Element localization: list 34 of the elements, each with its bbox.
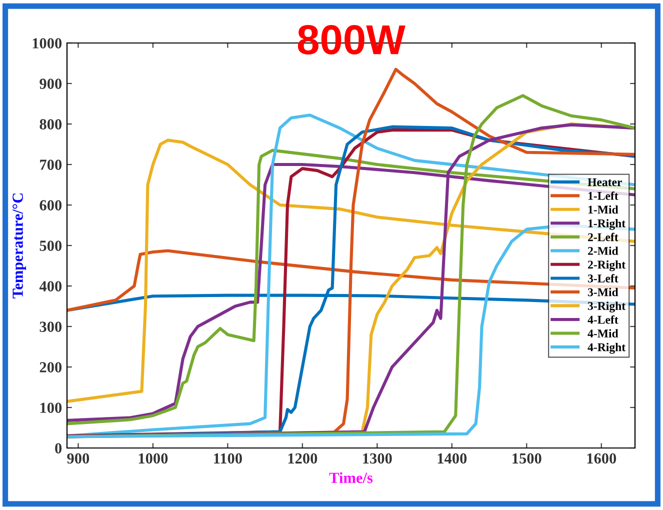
x-tick-label: 1600 <box>587 453 616 464</box>
x-tick-label: 1200 <box>288 453 318 464</box>
legend-label: 2-Left <box>588 232 618 242</box>
x-tick-label: 1300 <box>363 453 392 464</box>
x-tick-label: 900 <box>67 453 90 464</box>
legend-label: Heater <box>588 178 622 186</box>
y-tick-label: 400 <box>39 281 62 292</box>
legend-label: 3-Mid <box>588 288 618 296</box>
y-tick-label: 600 <box>40 200 62 210</box>
legend-label: 2-Right <box>588 260 626 272</box>
legend-label: 1-Right <box>588 219 626 230</box>
y-tick-label: 1000 <box>32 38 62 48</box>
x-tick-label: 1000 <box>138 453 168 464</box>
legend-label: 4-Left <box>588 315 618 324</box>
x-tick-label: 1400 <box>438 453 467 464</box>
y-axis-title: Temperature/°C <box>12 194 26 298</box>
y-tick-label: 900 <box>40 78 62 89</box>
x-axis-title: Time/s <box>329 472 373 484</box>
y-tick-label: 300 <box>40 322 62 332</box>
y-tick-label: 100 <box>40 402 62 413</box>
legend-label: 3-Left <box>588 274 618 282</box>
legend-label: 3-Right <box>588 302 626 312</box>
y-tick-label: 0 <box>55 443 62 454</box>
legend-label: 4-Mid <box>588 329 618 338</box>
legend-label: 4-Right <box>588 342 626 354</box>
y-tick-label: 700 <box>40 160 62 170</box>
x-tick-label: 1100 <box>214 453 242 464</box>
legend-label: 2-Mid <box>588 246 618 255</box>
legend-label: 1-Mid <box>588 205 618 214</box>
legend-label: 1-Left <box>588 191 618 200</box>
y-tick-label: 200 <box>40 362 62 372</box>
x-tick-label: 1500 <box>512 453 542 464</box>
y-tick-label: 800 <box>40 119 62 130</box>
y-tick-label: 500 <box>40 240 62 251</box>
